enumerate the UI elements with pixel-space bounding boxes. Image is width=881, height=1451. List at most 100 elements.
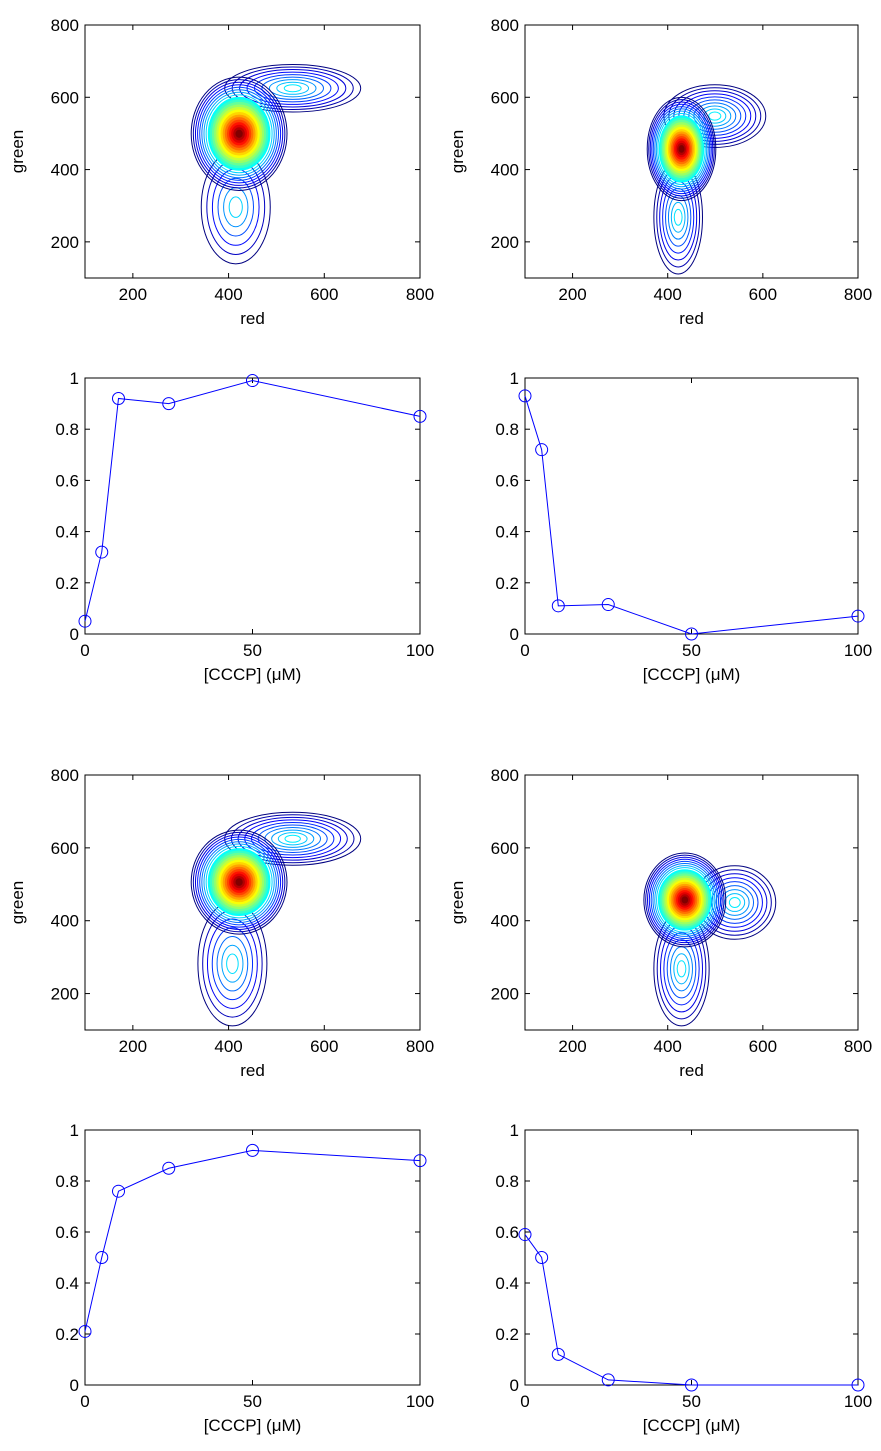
contour-line xyxy=(657,112,706,185)
y-tick-label: 600 xyxy=(491,839,519,858)
contour-line xyxy=(728,897,741,908)
x-tick-label: 600 xyxy=(749,1037,777,1056)
y-tick-label: 0.4 xyxy=(495,1274,519,1293)
y-axis-label: green xyxy=(448,130,467,173)
panel: 200 400 600 800 200 400 600 800 red green xyxy=(8,16,434,328)
y-tick-label: 0.4 xyxy=(495,523,519,542)
panel: 0 50 100 0 0.2 0.4 0.6 0.8 1 [CCCP] (μM) xyxy=(495,369,872,684)
y-tick-label: 0.8 xyxy=(55,420,79,439)
contour-line xyxy=(666,939,697,999)
contour-line xyxy=(708,111,722,121)
contour-line xyxy=(199,838,279,926)
y-tick-label: 0.6 xyxy=(495,471,519,490)
contour-line xyxy=(197,84,282,184)
x-tick-label: 400 xyxy=(654,285,682,304)
contour-line xyxy=(651,103,712,195)
panel: 200 400 600 800 200 400 600 800 red green xyxy=(448,16,872,328)
axes-frame xyxy=(84,377,421,635)
contour-line xyxy=(276,81,310,95)
contour-line xyxy=(190,829,288,935)
y-tick-label: 0.6 xyxy=(495,1223,519,1242)
contour-line xyxy=(268,79,317,98)
y-tick-label: 0.8 xyxy=(495,1172,519,1191)
data-point xyxy=(162,397,176,411)
contour-line xyxy=(194,81,284,186)
contour-line xyxy=(201,841,277,924)
panel: 200 400 600 800 200 400 600 800 red green xyxy=(448,766,872,1080)
contour-line xyxy=(230,814,355,864)
data-point xyxy=(413,409,427,423)
y-tick-label: 400 xyxy=(491,912,519,931)
contour-line xyxy=(216,935,249,992)
contour-line xyxy=(673,208,683,226)
x-tick-label: 200 xyxy=(558,285,586,304)
contour-line xyxy=(654,108,709,190)
contour-line xyxy=(688,99,742,133)
panel: 0 50 100 0 0.2 0.4 0.6 0.8 1 [CCCP] (μM) xyxy=(495,1121,872,1435)
y-tick-label: 600 xyxy=(51,88,79,107)
contour-line xyxy=(654,865,716,935)
contour-field xyxy=(643,852,777,1027)
x-tick-label: 0 xyxy=(520,1392,529,1411)
x-tick-label: 600 xyxy=(749,285,777,304)
x-tick-label: 400 xyxy=(214,1037,242,1056)
y-tick-label: 1 xyxy=(510,369,519,388)
contour-line xyxy=(650,860,720,940)
data-point xyxy=(518,389,532,403)
contour-line xyxy=(244,819,342,859)
y-tick-label: 200 xyxy=(51,233,79,252)
contour-line xyxy=(261,76,324,100)
y-tick-label: 0.6 xyxy=(55,1223,79,1242)
y-tick-label: 0 xyxy=(70,1376,79,1395)
x-tick-label: 600 xyxy=(310,1037,338,1056)
contour-line xyxy=(652,106,711,192)
data-point xyxy=(601,598,615,612)
contour-line xyxy=(724,893,746,912)
contour-line xyxy=(656,867,714,933)
x-tick-label: 50 xyxy=(243,641,262,660)
y-tick-label: 0.4 xyxy=(55,523,79,542)
data-point xyxy=(112,391,125,405)
contour-line xyxy=(224,63,362,113)
x-tick-label: 400 xyxy=(654,1037,682,1056)
contour-line xyxy=(673,90,757,142)
data-point xyxy=(112,1184,125,1198)
contour-line xyxy=(205,845,273,919)
contour-line xyxy=(223,187,249,228)
x-axis-label: red xyxy=(240,1061,265,1080)
x-axis-label: red xyxy=(679,1061,704,1080)
panel: 200 400 600 800 200 400 600 800 red green xyxy=(8,766,434,1080)
contour-line xyxy=(199,86,279,181)
data-point xyxy=(162,1161,176,1175)
contour-line xyxy=(221,944,244,983)
data-point xyxy=(851,609,865,623)
contour-field xyxy=(646,84,767,275)
data-point xyxy=(851,1378,865,1392)
data-point xyxy=(601,1373,615,1387)
data-point xyxy=(551,1347,565,1361)
axes-frame xyxy=(524,377,859,635)
contour-line xyxy=(228,196,243,218)
y-tick-label: 600 xyxy=(491,88,519,107)
contour-line xyxy=(678,145,685,153)
data-point xyxy=(685,1378,698,1392)
y-tick-label: 0 xyxy=(510,1376,519,1395)
y-tick-label: 600 xyxy=(51,839,79,858)
y-tick-label: 400 xyxy=(491,161,519,180)
contour-line xyxy=(646,96,717,202)
x-tick-label: 800 xyxy=(844,1037,872,1056)
contour-line xyxy=(648,858,721,942)
y-tick-label: 0 xyxy=(510,625,519,644)
contour-line xyxy=(264,827,322,851)
contour-line xyxy=(655,110,708,188)
y-axis-label: green xyxy=(8,881,27,924)
x-axis-label: red xyxy=(240,309,265,328)
panel: 0 50 100 0 0.2 0.4 0.6 0.8 1 [CCCP] (μM) xyxy=(55,369,434,684)
y-tick-label: 0.2 xyxy=(55,1325,79,1344)
x-axis-label: [CCCP] (μM) xyxy=(204,665,302,684)
axes-frame xyxy=(524,24,859,279)
contour-line xyxy=(643,852,727,948)
y-tick-label: 200 xyxy=(51,985,79,1004)
data-point xyxy=(246,374,259,388)
